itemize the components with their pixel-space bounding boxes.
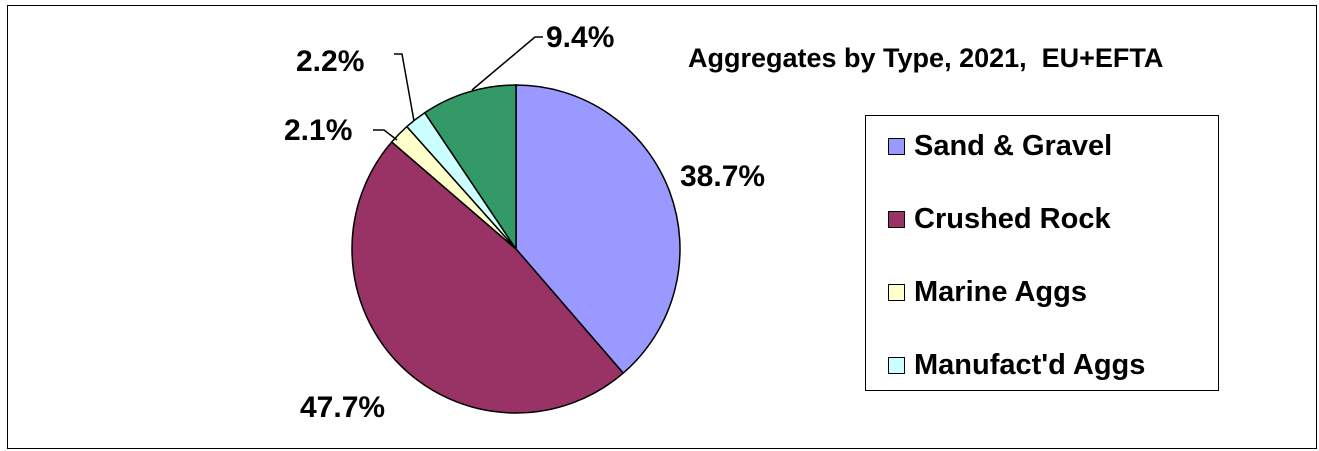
chart-area: Aggregates by Type, 2021, EU+EFTA 38.7% 4… (7, 5, 1317, 449)
leader-line-unlabeled (472, 37, 543, 90)
leader-line-manufact-d-aggs (394, 54, 414, 121)
legend-label-manufactd-aggs: Manufact'd Aggs (914, 349, 1145, 382)
legend-swatch-sand-gravel (888, 138, 905, 155)
legend-label-marine-aggs: Marine Aggs (914, 276, 1087, 309)
legend-label-sand-gravel: Sand & Gravel (914, 130, 1112, 163)
legend-entry-marine-aggs: Marine Aggs (888, 276, 1087, 309)
chart-legend: Sand & Gravel Crushed Rock Marine Aggs M… (865, 115, 1219, 391)
legend-swatch-crushed-rock (888, 211, 905, 228)
legend-entry-sand-gravel: Sand & Gravel (888, 130, 1112, 163)
data-label-unlabeled: 9.4% (546, 21, 614, 54)
leader-line-marine-aggs (373, 130, 397, 140)
legend-entry-crushed-rock: Crushed Rock (888, 203, 1111, 236)
data-label-manufact-d-aggs: 2.2% (296, 45, 364, 78)
legend-swatch-manufactd-aggs (888, 357, 905, 374)
data-label-sand-gravel: 38.7% (680, 160, 765, 193)
data-label-marine-aggs: 2.1% (284, 114, 352, 147)
data-label-crushed-rock: 47.7% (300, 391, 385, 424)
legend-label-crushed-rock: Crushed Rock (914, 203, 1111, 236)
legend-entry-manufactd-aggs: Manufact'd Aggs (888, 349, 1145, 382)
legend-swatch-marine-aggs (888, 284, 905, 301)
